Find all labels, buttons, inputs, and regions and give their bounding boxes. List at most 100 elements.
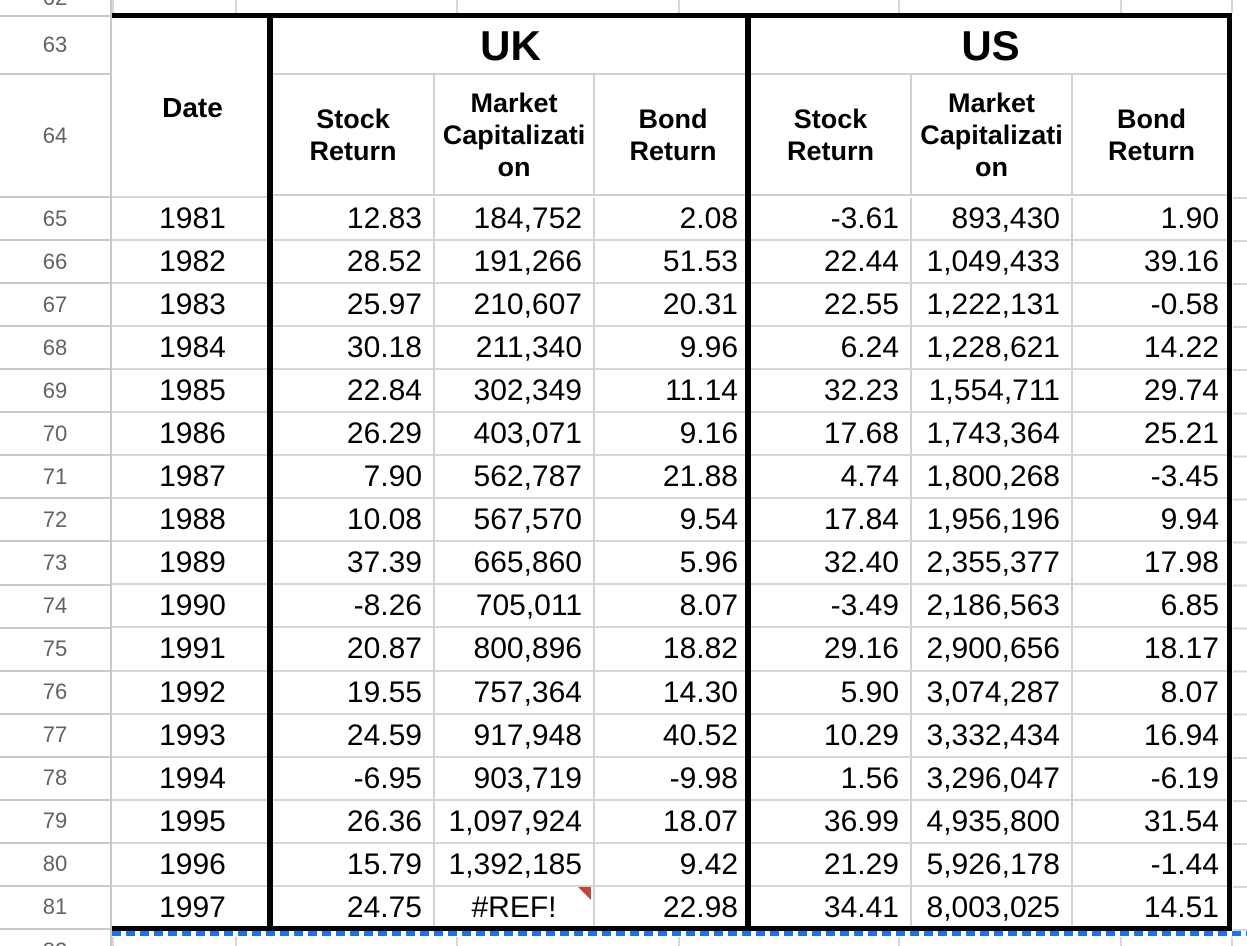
- cell-us-bond-return[interactable]: 18.17: [1073, 628, 1230, 672]
- cell-uk-bond-return[interactable]: -9.98: [595, 757, 751, 801]
- cell-uk-market-cap[interactable]: 705,011: [435, 585, 595, 629]
- cell-us-stock-return[interactable]: 4.74: [751, 456, 912, 500]
- row-header-71[interactable]: 71: [0, 456, 110, 500]
- us-bond-return-header-cell[interactable]: Bond Return: [1073, 75, 1230, 196]
- row-header-74[interactable]: 74: [0, 586, 110, 629]
- cell-uk-stock-return[interactable]: 12.83: [273, 198, 435, 242]
- cell-uk-stock-return[interactable]: 25.97: [273, 284, 435, 328]
- cell-year[interactable]: 1982: [112, 241, 273, 285]
- cell-uk-stock-return[interactable]: 22.84: [273, 370, 435, 414]
- cell-uk-bond-return[interactable]: 20.31: [595, 284, 751, 328]
- cell-year[interactable]: 1993: [112, 715, 273, 758]
- cell-uk-market-cap[interactable]: 302,349: [435, 370, 595, 414]
- cell-uk-stock-return[interactable]: 37.39: [273, 542, 435, 586]
- cell-us-bond-return[interactable]: 6.85: [1073, 585, 1230, 629]
- us-stock-return-header-cell[interactable]: Stock Return: [751, 75, 912, 196]
- cell-uk-bond-return[interactable]: 8.07: [595, 585, 751, 629]
- row-header-76[interactable]: 76: [0, 672, 110, 715]
- cell-us-stock-return[interactable]: 21.29: [751, 843, 912, 887]
- cell-us-bond-return[interactable]: 9.94: [1073, 499, 1230, 543]
- cell-uk-bond-return[interactable]: 14.30: [595, 671, 751, 715]
- cell-uk-bond-return[interactable]: 9.54: [595, 499, 751, 543]
- cell-uk-stock-return[interactable]: 19.55: [273, 671, 435, 715]
- row-header-63[interactable]: 63: [0, 16, 110, 75]
- cell-uk-bond-return[interactable]: 9.42: [595, 843, 751, 887]
- cell-us-bond-return[interactable]: 8.07: [1073, 672, 1230, 715]
- cell-uk-bond-return[interactable]: 9.16: [595, 413, 751, 457]
- row-header-72[interactable]: 72: [0, 499, 110, 543]
- cell-us-market-cap[interactable]: 2,355,377: [912, 542, 1073, 586]
- cell-uk-market-cap[interactable]: 800,896: [435, 628, 595, 672]
- cell-us-bond-return[interactable]: 29.74: [1073, 370, 1230, 414]
- cell-uk-stock-return[interactable]: 28.52: [273, 241, 435, 285]
- cell-us-stock-return[interactable]: 34.41: [751, 886, 912, 930]
- cell-uk-market-cap[interactable]: 1,097,924: [435, 800, 595, 844]
- cell-uk-bond-return[interactable]: 9.96: [595, 327, 751, 371]
- cell-uk-market-cap[interactable]: 210,607: [435, 284, 595, 328]
- row-header-70[interactable]: 70: [0, 413, 110, 457]
- cell-us-stock-return[interactable]: -3.61: [751, 198, 912, 242]
- cell-uk-stock-return[interactable]: 20.87: [273, 628, 435, 672]
- cell-uk-stock-return[interactable]: 10.08: [273, 499, 435, 543]
- cell-year[interactable]: 1992: [112, 672, 273, 715]
- uk-group-header-cell[interactable]: UK: [273, 18, 748, 75]
- cell-us-market-cap[interactable]: 5,926,178: [912, 843, 1073, 887]
- cell-year[interactable]: 1985: [112, 370, 273, 414]
- cell-us-stock-return[interactable]: 17.68: [751, 413, 912, 457]
- cell-year[interactable]: 1991: [112, 628, 273, 672]
- cell-us-stock-return[interactable]: 36.99: [751, 800, 912, 844]
- cell-year[interactable]: 1996: [112, 844, 273, 887]
- cell-uk-bond-return[interactable]: 2.08: [595, 198, 751, 242]
- cell-uk-market-cap[interactable]: 903,719: [435, 757, 595, 801]
- cell-uk-bond-return[interactable]: 21.88: [595, 456, 751, 500]
- cell-year[interactable]: 1988: [112, 499, 273, 543]
- cell-us-stock-return[interactable]: 6.24: [751, 327, 912, 371]
- cell-us-stock-return[interactable]: 29.16: [751, 628, 912, 672]
- row-header-77[interactable]: 77: [0, 715, 110, 758]
- cell-us-market-cap[interactable]: 2,186,563: [912, 585, 1073, 629]
- cell-us-market-cap[interactable]: 3,332,434: [912, 714, 1073, 758]
- cell-us-bond-return[interactable]: 14.22: [1073, 327, 1230, 371]
- cell-uk-market-cap[interactable]: 567,570: [435, 499, 595, 543]
- cell-us-stock-return[interactable]: -3.49: [751, 585, 912, 629]
- date-header-cell[interactable]: Date: [162, 92, 223, 123]
- row-62-cells-strip[interactable]: [112, 0, 1247, 13]
- cell-us-bond-return[interactable]: 17.98: [1073, 542, 1230, 586]
- cell-year[interactable]: 1995: [112, 801, 273, 844]
- cell-uk-bond-return[interactable]: 5.96: [595, 542, 751, 586]
- cell-uk-market-cap[interactable]: 1,392,185: [435, 843, 595, 887]
- cell-us-market-cap[interactable]: 1,956,196: [912, 499, 1073, 543]
- cell-uk-stock-return[interactable]: 26.29: [273, 413, 435, 457]
- cell-us-bond-return[interactable]: -1.44: [1073, 844, 1230, 887]
- cell-uk-bond-return[interactable]: 18.82: [595, 628, 751, 672]
- cell-uk-stock-return[interactable]: 7.90: [273, 456, 435, 500]
- cell-us-stock-return[interactable]: 10.29: [751, 714, 912, 758]
- cell-uk-stock-return[interactable]: 24.75: [273, 886, 435, 930]
- cell-us-bond-return[interactable]: 14.51: [1073, 887, 1230, 930]
- cell-us-market-cap[interactable]: 1,222,131: [912, 284, 1073, 328]
- cell-us-stock-return[interactable]: 1.56: [751, 757, 912, 801]
- row-header-73[interactable]: 73: [0, 542, 110, 586]
- row-82-cells-strip[interactable]: [112, 937, 1247, 946]
- cell-us-market-cap[interactable]: 1,228,621: [912, 327, 1073, 371]
- cell-year[interactable]: 1989: [112, 542, 273, 586]
- cell-uk-market-cap[interactable]: 184,752: [435, 198, 595, 242]
- cell-us-stock-return[interactable]: 32.40: [751, 542, 912, 586]
- row-header-78[interactable]: 78: [0, 758, 110, 801]
- cell-uk-market-cap[interactable]: 757,364: [435, 671, 595, 715]
- cell-uk-bond-return[interactable]: 22.98: [595, 886, 751, 930]
- row-header-68[interactable]: 68: [0, 327, 110, 371]
- row-header-82[interactable]: 82: [0, 940, 110, 946]
- cell-us-market-cap[interactable]: 3,296,047: [912, 757, 1073, 801]
- cell-uk-stock-return[interactable]: 15.79: [273, 843, 435, 887]
- cell-us-market-cap[interactable]: 1,743,364: [912, 413, 1073, 457]
- cell-uk-market-cap[interactable]: 211,340: [435, 327, 595, 371]
- cell-uk-market-cap[interactable]: #REF!: [435, 886, 595, 930]
- cell-uk-market-cap[interactable]: 562,787: [435, 456, 595, 500]
- cell-us-stock-return[interactable]: 22.55: [751, 284, 912, 328]
- cell-us-market-cap[interactable]: 1,554,711: [912, 370, 1073, 414]
- uk-market-cap-header-cell[interactable]: Market Capitalization: [435, 75, 595, 196]
- cell-us-market-cap[interactable]: 2,900,656: [912, 628, 1073, 672]
- row-header-62[interactable]: 62: [0, 0, 110, 9]
- cell-uk-stock-return[interactable]: 30.18: [273, 327, 435, 371]
